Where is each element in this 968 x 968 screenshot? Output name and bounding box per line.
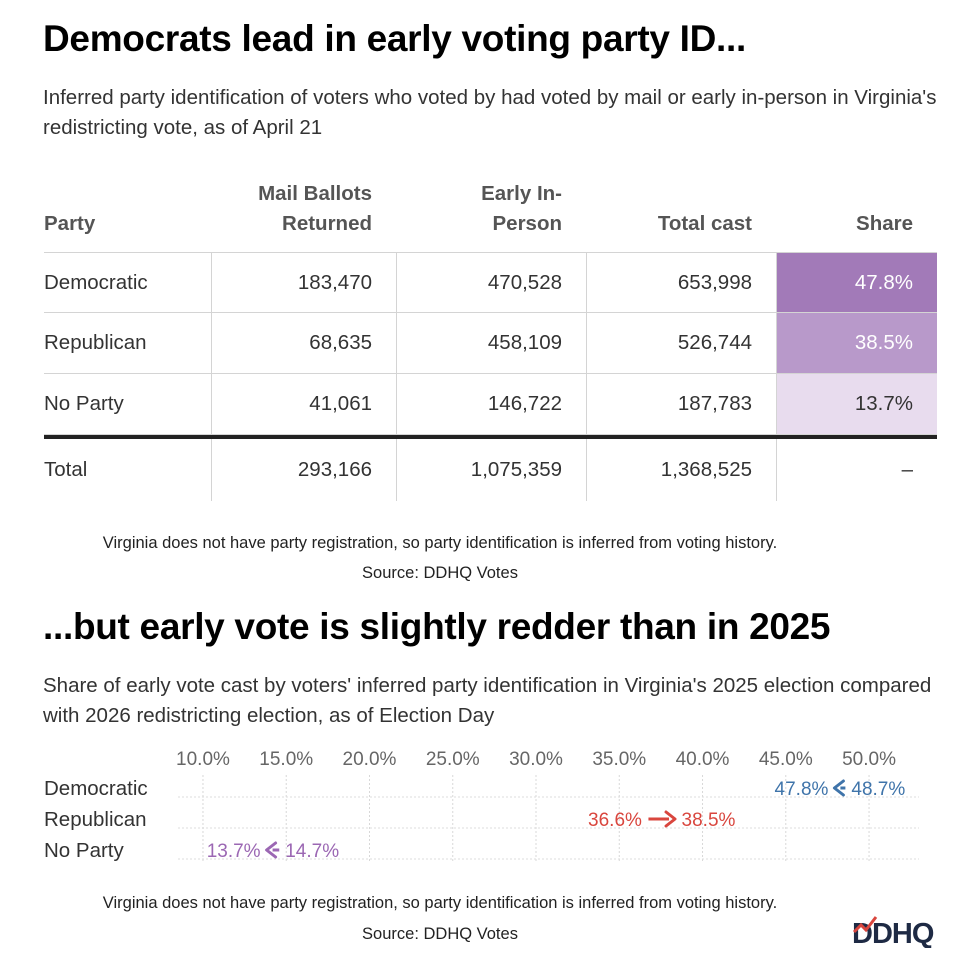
cell-party: Democratic <box>44 252 211 313</box>
x-tick-label: 20.0% <box>343 749 397 770</box>
chart-source: Source: DDHQ Votes <box>362 925 518 943</box>
cell-early: 458,109 <box>396 313 586 374</box>
x-tick-label: 25.0% <box>426 749 480 770</box>
cell-early: 146,722 <box>396 374 586 435</box>
header-share: Share <box>856 212 913 235</box>
change-arrow-head <box>265 841 278 859</box>
x-tick-label: 35.0% <box>592 749 646 770</box>
cell-total: 187,783 <box>586 374 776 435</box>
table-footnote: Virginia does not have party registratio… <box>102 534 778 552</box>
header-party: Party <box>44 212 96 235</box>
table-source: Source: DDHQ Votes <box>362 564 518 582</box>
x-tick-label: 40.0% <box>676 749 730 770</box>
table-total-row: Total 293,166 1,075,359 1,368,525 – <box>44 439 937 501</box>
category-label: Democratic <box>44 777 148 800</box>
header-early: Early In-Person <box>481 182 562 235</box>
table-row: Democratic 183,470 470,528 653,998 47.8% <box>44 252 937 313</box>
cell-share: 47.8% <box>776 252 937 313</box>
table-header-row: Party Mail Ballots Returned Early In-Per… <box>44 178 937 252</box>
x-tick-label: 45.0% <box>759 749 813 770</box>
total-mail: 293,166 <box>211 439 396 501</box>
chart-title: ...but early vote is slightly redder tha… <box>43 606 831 647</box>
total-early: 1,075,359 <box>396 439 586 501</box>
cell-mail: 183,470 <box>211 252 396 313</box>
change-arrow-head <box>664 810 677 828</box>
category-label: Republican <box>44 808 147 831</box>
dumbbell-chart: 10.0% 15.0% 20.0% 25.0% 30.0% 35.0% 40.0% 45.0%… <box>44 749 919 863</box>
table-row: No Party 41,061 146,722 187,783 13.7% <box>44 374 937 435</box>
cell-total: 653,998 <box>586 252 776 313</box>
ddhq-logo: DDHQ <box>852 916 935 948</box>
chart-subtitle: Share of early vote cast by voters' infe… <box>43 674 932 727</box>
total-share: – <box>776 439 937 501</box>
value-label-2025: 14.7% <box>285 841 339 862</box>
value-label-2026: 38.5% <box>682 810 736 831</box>
cell-mail: 41,061 <box>211 374 396 435</box>
value-label-2025: 48.7% <box>851 779 905 800</box>
change-arrow-head <box>832 779 845 797</box>
cell-early: 470,528 <box>396 252 586 313</box>
header-mail: Mail Ballots Returned <box>258 182 372 235</box>
cell-party: No Party <box>44 374 211 435</box>
cell-total: 526,744 <box>586 313 776 374</box>
logo-check <box>852 916 878 934</box>
header-total: Total cast <box>657 212 752 235</box>
table-title: Democrats lead in early voting party ID.… <box>43 18 746 59</box>
cell-mail: 68,635 <box>211 313 396 374</box>
logo-text: DDHQ <box>852 918 934 948</box>
value-label-2026: 13.7% <box>207 841 261 862</box>
total-cast: 1,368,525 <box>586 439 776 501</box>
x-tick-label: 15.0% <box>259 749 313 770</box>
total-label: Total <box>44 458 88 481</box>
cell-party: Republican <box>44 313 211 374</box>
x-tick-label: 30.0% <box>509 749 563 770</box>
value-label-2025: 36.6% <box>588 810 642 831</box>
x-tick-label: 10.0% <box>176 749 230 770</box>
table-subtitle: Inferred party identification of voters … <box>43 86 937 139</box>
table-row: Republican 68,635 458,109 526,744 38.5% <box>44 313 937 374</box>
chart-footnote: Virginia does not have party registratio… <box>102 894 778 912</box>
category-label: No Party <box>44 839 124 862</box>
value-label-2026: 47.8% <box>775 779 829 800</box>
cell-share: 38.5% <box>776 313 937 374</box>
party-table: Party Mail Ballots Returned Early In-Per… <box>44 178 937 501</box>
cell-share: 13.7% <box>776 374 937 435</box>
x-tick-label: 50.0% <box>842 749 896 770</box>
total-divider <box>44 435 937 439</box>
